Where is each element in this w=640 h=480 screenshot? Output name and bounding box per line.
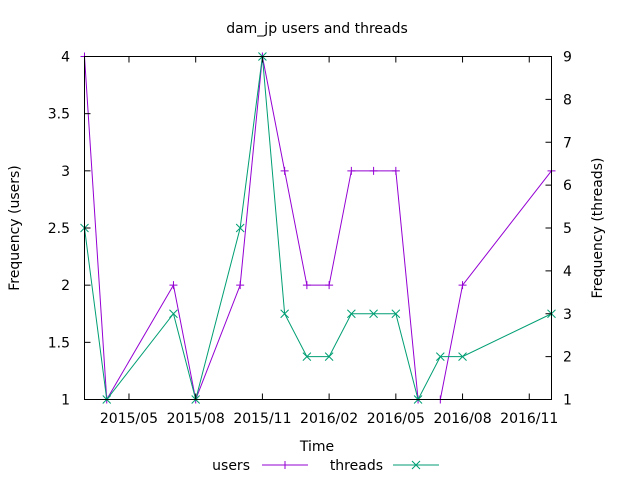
y-tick-label-left: 2.5: [48, 221, 70, 237]
x-tick-label: 2015/11: [233, 411, 291, 427]
data-point-users: [347, 166, 356, 175]
series-line-threads: [84, 56, 552, 402]
y-tick-label-left: 1: [61, 393, 70, 409]
plot-lines: [80, 52, 556, 404]
legend-marker-users: [281, 461, 289, 469]
y-tick-label-right: 6: [563, 178, 572, 194]
x-axis: 2015/05 2015/08 2015/11 2016/02 2016/05 2016/…: [100, 56, 558, 427]
data-point-users: [369, 166, 378, 175]
legend: users threads: [212, 458, 439, 474]
data-point-threads: [324, 352, 334, 361]
legend-marker-threads: [411, 460, 421, 470]
y-tick-label-right: 8: [563, 92, 572, 108]
legend-label-users: users: [212, 458, 250, 474]
data-point-threads: [169, 309, 178, 319]
x-tick-label: 2016/08: [433, 411, 491, 427]
series-users: [80, 52, 556, 404]
data-point-users: [391, 166, 400, 175]
x-tick-label: 2015/05: [100, 411, 158, 427]
y-tick-label-right: 3: [563, 307, 572, 323]
data-point-users: [458, 281, 467, 290]
data-point-users: [325, 281, 334, 290]
x-tick-label: 2015/08: [167, 411, 225, 427]
y-axis-left: 1 1.5 2 2.5 3 3.5 4: [48, 50, 91, 409]
x-tick-label: 2016/02: [300, 411, 358, 427]
data-point-users: [280, 166, 289, 175]
data-point-threads: [369, 309, 378, 319]
data-point-users: [236, 281, 245, 290]
y-tick-label-left: 1.5: [48, 335, 70, 351]
chart-title: dam_jp users and threads: [226, 21, 408, 37]
series-threads: [80, 52, 556, 404]
data-point-threads: [347, 309, 356, 319]
data-point-users: [169, 281, 178, 290]
y-tick-label-right: 7: [563, 135, 572, 151]
y-axis-label-right: Frequency (threads): [590, 158, 606, 299]
y-tick-label-left: 3: [61, 164, 70, 180]
data-point-threads: [458, 352, 467, 361]
y-axis-label-left: Frequency (users): [7, 165, 23, 291]
y-tick-label-right: 1: [563, 393, 572, 409]
data-point-threads: [235, 223, 245, 233]
legend-label-threads: threads: [330, 458, 383, 474]
y-tick-label-left: 3.5: [48, 107, 70, 123]
x-axis-label: Time: [299, 439, 334, 455]
y-tick-label-left: 2: [61, 278, 70, 294]
y-axis-right: 1 2 3 4 5 6 7 8 9: [545, 50, 572, 409]
data-point-threads: [302, 352, 312, 361]
x-tick-label: 2016/11: [500, 411, 558, 427]
data-point-threads: [280, 309, 289, 319]
x-tick-label: 2016/05: [367, 411, 425, 427]
y-tick-label-right: 9: [563, 50, 572, 66]
data-point-users: [302, 281, 311, 290]
y-tick-label-right: 5: [563, 221, 572, 237]
data-point-threads: [435, 352, 445, 361]
data-point-threads: [391, 309, 401, 319]
y-tick-label-right: 2: [563, 350, 572, 366]
y-tick-label-right: 4: [563, 264, 572, 280]
y-tick-label-left: 4: [61, 50, 70, 66]
